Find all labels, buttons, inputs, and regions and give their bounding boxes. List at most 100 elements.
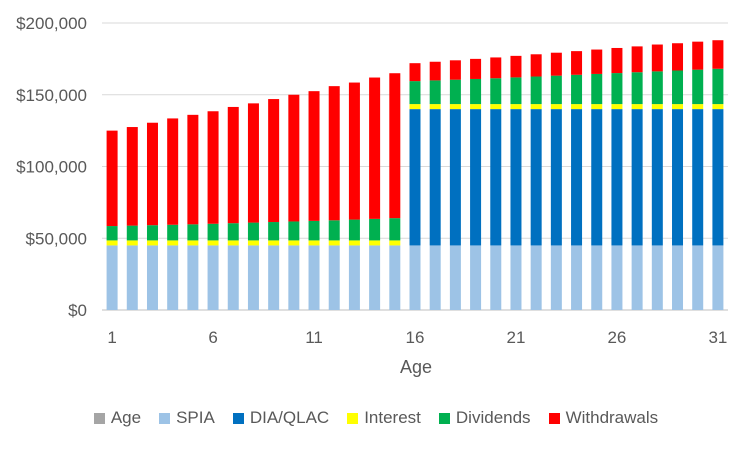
bar-segment-interest: [712, 104, 724, 110]
bar-segment-dividends: [409, 81, 421, 105]
bar-segment-spia: [288, 245, 300, 310]
bar-segment-withdrawals: [712, 40, 724, 69]
bar-segment-withdrawals: [369, 77, 381, 219]
x-tick-label: 21: [507, 328, 526, 347]
bar-segment-spia: [470, 245, 482, 310]
bar-segment-dia-qlac: [672, 109, 684, 246]
y-tick-label: $150,000: [16, 86, 87, 105]
bar-segment-interest: [167, 240, 179, 246]
bar-segment-interest: [429, 104, 441, 110]
bar-stack: [651, 44, 663, 310]
bar-segment-withdrawals: [550, 52, 562, 76]
bar-segment-interest: [611, 104, 623, 110]
y-tick-label: $200,000: [16, 14, 87, 33]
bar-stack: [207, 111, 219, 310]
bar-segment-spia: [308, 245, 320, 310]
bar-segment-interest: [308, 240, 320, 246]
bar-segment-dividends: [550, 75, 562, 105]
bar-segment-dividends: [571, 74, 583, 105]
legend-label: Interest: [364, 408, 421, 427]
bar-segment-spia: [328, 245, 340, 310]
bar-segment-dividends: [146, 225, 158, 241]
bar-segment-dividends: [247, 222, 259, 241]
y-tick-label: $100,000: [16, 158, 87, 177]
bar-stack: [712, 40, 724, 310]
legend-item: SPIA: [159, 408, 215, 428]
bar-segment-spia: [631, 245, 643, 310]
bar-segment-spia: [692, 245, 704, 310]
y-tick-label: $0: [68, 301, 87, 320]
bar-segment-dia-qlac: [429, 109, 441, 246]
bar-segment-withdrawals: [409, 63, 421, 82]
bar-segment-dividends: [167, 224, 179, 241]
x-tick-label: 1: [107, 328, 116, 347]
x-axis-ticks: 1 6 11 16 21 26 31: [107, 328, 727, 347]
bar-segment-dividends: [510, 77, 522, 105]
bar-segment-withdrawals: [449, 60, 461, 80]
bar-stack: [611, 47, 623, 310]
x-tick-label: 11: [305, 328, 323, 347]
bar-segment-interest: [227, 240, 239, 246]
bar-segment-withdrawals: [106, 130, 118, 227]
bar-segment-spia: [409, 245, 421, 310]
legend-item: DIA/QLAC: [232, 408, 329, 428]
bar-segment-withdrawals: [288, 94, 300, 222]
legend-label: Dividends: [455, 408, 531, 427]
legend-swatch: [347, 412, 359, 424]
bar-segment-withdrawals: [247, 103, 259, 223]
bar-segment-interest: [389, 240, 401, 246]
bar-segment-spia: [187, 245, 199, 310]
bar-segment-dividends: [106, 226, 118, 241]
bar-segment-interest: [530, 104, 542, 110]
bar-segment-withdrawals: [207, 111, 219, 224]
legend-swatch: [548, 412, 560, 424]
bar-stack: [389, 73, 401, 310]
legend-label: Age: [110, 408, 142, 427]
bar-stack: [167, 118, 179, 310]
bar-segment-interest: [591, 104, 603, 110]
bar-segment-interest: [106, 240, 118, 246]
bar-segment-dividends: [207, 223, 219, 241]
bar-segment-spia: [146, 245, 158, 310]
bar-segment-dia-qlac: [571, 109, 583, 246]
bar-segment-dividends: [672, 70, 684, 105]
bar-segment-spia: [449, 245, 461, 310]
bar-segment-spia: [429, 245, 441, 310]
bar-segment-interest: [651, 104, 663, 110]
bar-stack: [369, 77, 381, 310]
bar-segment-interest: [631, 104, 643, 110]
bar-segment-withdrawals: [328, 86, 340, 221]
bar-segment-interest: [268, 240, 280, 246]
legend-swatch: [438, 412, 450, 424]
bar-segment-spia: [207, 245, 219, 310]
bar-stack: [429, 61, 441, 310]
bar-segment-withdrawals: [651, 44, 663, 72]
bar-segment-dividends: [328, 220, 340, 241]
bar-segment-withdrawals: [126, 127, 138, 226]
x-tick-label: 31: [708, 328, 727, 347]
bar-segment-interest: [409, 104, 421, 110]
bar-segment-dividends: [369, 218, 381, 241]
bar-segment-spia: [167, 245, 179, 310]
y-axis-ticks: $0 $50,000 $100,000 $150,000 $200,000: [16, 14, 87, 320]
bar-stack: [328, 86, 340, 310]
bar-stack: [227, 106, 239, 310]
x-axis-title: Age: [400, 357, 432, 377]
bar-segment-dia-qlac: [712, 109, 724, 246]
bar-segment-interest: [550, 104, 562, 110]
bar-stack: [692, 41, 704, 310]
bar-segment-interest: [449, 104, 461, 110]
bar-segment-withdrawals: [591, 49, 603, 74]
bar-segment-interest: [490, 104, 502, 110]
bar-segment-spia: [106, 245, 118, 310]
bar-segment-spia: [651, 245, 663, 310]
bar-segment-withdrawals: [692, 41, 704, 70]
bar-segment-dividends: [591, 73, 603, 105]
bar-segment-withdrawals: [631, 46, 643, 73]
bar-segment-dia-qlac: [510, 109, 522, 246]
bar-segment-interest: [288, 240, 300, 246]
bar-segment-dia-qlac: [530, 109, 542, 246]
bar-segment-dividends: [530, 76, 542, 105]
legend-label: Withdrawals: [565, 408, 659, 427]
bar-segment-dividends: [692, 69, 704, 105]
